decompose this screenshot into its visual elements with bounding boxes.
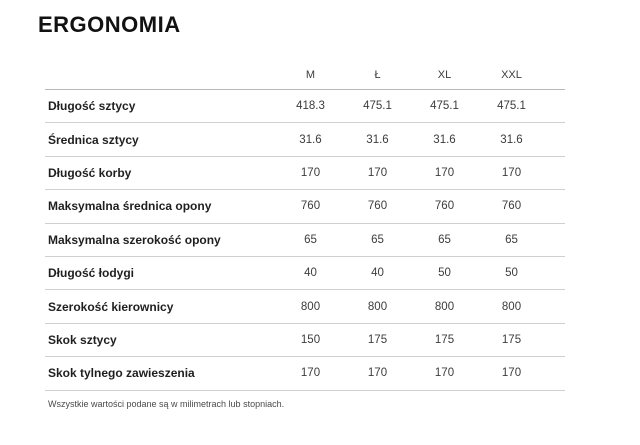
spec-row-value: 50 bbox=[438, 267, 451, 280]
spec-row-label: Średnica sztycy bbox=[48, 132, 139, 147]
spec-row-value: 170 bbox=[300, 367, 321, 380]
spec-row-value: 175 bbox=[367, 333, 388, 346]
spec-row-value: 170 bbox=[434, 166, 455, 179]
spec-row-label: Długość sztycy bbox=[48, 99, 136, 114]
spec-row-value: 800 bbox=[501, 300, 522, 313]
spec-row-value: 760 bbox=[367, 200, 388, 213]
spec-row: Skok tylnego zawieszenia 170 170 170 170 bbox=[45, 357, 565, 391]
spec-row-value: 50 bbox=[505, 267, 518, 280]
spec-row-value: 65 bbox=[371, 233, 384, 246]
spec-row: Długość korby 170 170 170 170 bbox=[45, 157, 565, 191]
spec-row-value: 170 bbox=[367, 166, 388, 179]
spec-row: Długość sztycy 418.3 475.1 475.1 475.1 bbox=[45, 90, 565, 124]
spec-row-value: 31.6 bbox=[366, 133, 389, 146]
spec-row-value: 175 bbox=[434, 333, 455, 346]
spec-row-value: 760 bbox=[300, 200, 321, 213]
spec-row-value: 475.1 bbox=[430, 100, 459, 113]
size-column-header-xxl: XXL bbox=[501, 68, 522, 81]
spec-row-value: 170 bbox=[501, 367, 522, 380]
spec-row-value: 760 bbox=[501, 200, 522, 213]
spec-row-value: 170 bbox=[367, 367, 388, 380]
spec-row-value: 65 bbox=[304, 233, 317, 246]
spec-row-value: 40 bbox=[371, 267, 384, 280]
spec-row: Maksymalna szerokość opony 65 65 65 65 bbox=[45, 224, 565, 257]
size-column-header-m: M bbox=[305, 68, 316, 81]
spec-row-value: 475.1 bbox=[363, 100, 392, 113]
spec-row-value: 65 bbox=[438, 233, 451, 246]
spec-table: M Ł XL XXL Długość sztycy 418.3 475.1 47… bbox=[45, 60, 565, 391]
spec-row-value: 170 bbox=[300, 166, 321, 179]
spec-row-label: Długość korby bbox=[48, 165, 132, 180]
spec-table-body: Długość sztycy 418.3 475.1 475.1 475.1 Ś… bbox=[45, 90, 565, 391]
spec-row-value: 170 bbox=[501, 166, 522, 179]
size-column-header-xl: XL bbox=[437, 68, 452, 81]
spec-row-value: 760 bbox=[434, 200, 455, 213]
spec-row-label: Skok sztycy bbox=[48, 332, 117, 347]
spec-row-label: Szerokość kierownicy bbox=[48, 299, 174, 314]
spec-row-label: Maksymalna średnica opony bbox=[48, 199, 212, 214]
section-title: ERGONOMIA bbox=[38, 12, 181, 37]
spec-row-value: 31.6 bbox=[500, 133, 523, 146]
spec-row-value: 800 bbox=[367, 300, 388, 313]
spec-row: Szerokość kierownicy 800 800 800 800 bbox=[45, 290, 565, 324]
spec-row-value: 150 bbox=[300, 333, 321, 346]
spec-row-value: 800 bbox=[300, 300, 321, 313]
spec-row-value: 31.6 bbox=[299, 133, 322, 146]
spec-row-value: 31.6 bbox=[433, 133, 456, 146]
units-footnote: Wszystkie wartości podane są w milimetra… bbox=[48, 398, 285, 409]
spec-row-label: Skok tylnego zawieszenia bbox=[48, 366, 195, 381]
spec-row: Średnica sztycy 31.6 31.6 31.6 31.6 bbox=[45, 123, 565, 157]
spec-row-value: 800 bbox=[434, 300, 455, 313]
size-header-row: M Ł XL XXL bbox=[45, 60, 565, 90]
spec-row-label: Długość łodygi bbox=[48, 266, 135, 281]
product-ergonomics-section: ERGONOMIA M Ł XL XXL Długość sztycy 418.… bbox=[0, 12, 640, 445]
spec-row-value: 175 bbox=[501, 333, 522, 346]
spec-row-value: 65 bbox=[505, 233, 518, 246]
spec-row-value: 475.1 bbox=[497, 100, 526, 113]
spec-row-value: 418.3 bbox=[296, 100, 325, 113]
spec-row-value: 40 bbox=[304, 267, 317, 280]
spec-row: Skok sztycy 150 175 175 175 bbox=[45, 324, 565, 358]
size-column-header-l: Ł bbox=[374, 68, 381, 81]
spec-row-label: Maksymalna szerokość opony bbox=[48, 232, 221, 247]
spec-row: Maksymalna średnica opony 760 760 760 76… bbox=[45, 190, 565, 224]
spec-row-value: 170 bbox=[434, 367, 455, 380]
spec-row: Długość łodygi 40 40 50 50 bbox=[45, 257, 565, 291]
